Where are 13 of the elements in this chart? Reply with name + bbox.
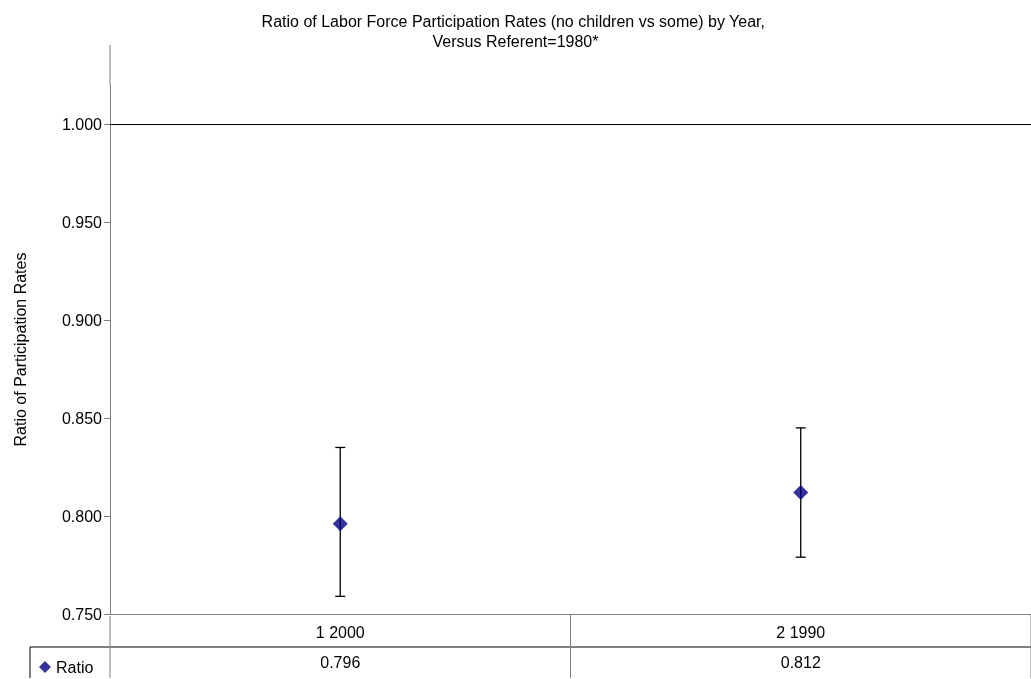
y-tick-label: 0.750 bbox=[61, 605, 103, 623]
data-label: 0.812 bbox=[780, 654, 821, 671]
x-tick-label: 2 1990 bbox=[776, 623, 826, 641]
legend-label: Ratio bbox=[56, 658, 94, 676]
y-tick-label: 0.800 bbox=[61, 507, 103, 525]
y-axis-title: Ratio of Participation Rates bbox=[11, 252, 29, 447]
chart-title: Ratio of Labor Force Participation Rates (no children vs some) by Year, Versus Referent=1980* bbox=[261, 12, 770, 50]
data-label: 0.796 bbox=[320, 654, 361, 671]
y-tick-label: 0.850 bbox=[61, 409, 103, 427]
y-tick-label: 0.950 bbox=[61, 213, 103, 231]
y-tick-label: 1.000 bbox=[61, 115, 103, 133]
x-tick-label: 1 2000 bbox=[315, 623, 365, 641]
y-tick-label: 0.900 bbox=[61, 311, 103, 329]
